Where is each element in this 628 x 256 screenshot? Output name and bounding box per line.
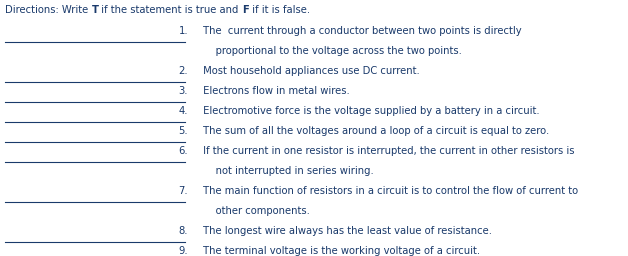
Text: not interrupted in series wiring.: not interrupted in series wiring. (200, 166, 374, 176)
Text: 2.: 2. (178, 66, 188, 76)
Text: If the current in one resistor is interrupted, the current in other resistors is: If the current in one resistor is interr… (200, 146, 575, 156)
Text: Directions: Write: Directions: Write (5, 5, 92, 15)
Text: 5.: 5. (178, 126, 188, 136)
Text: 6.: 6. (178, 146, 188, 156)
Text: The sum of all the voltages around a loop of a circuit is equal to zero.: The sum of all the voltages around a loo… (200, 126, 550, 136)
Text: Electrons flow in metal wires.: Electrons flow in metal wires. (200, 86, 350, 96)
Text: if the statement is true and: if the statement is true and (99, 5, 242, 15)
Text: 4.: 4. (178, 106, 188, 116)
Text: The longest wire always has the least value of resistance.: The longest wire always has the least va… (200, 226, 492, 236)
Text: F: F (242, 5, 249, 15)
Text: Most household appliances use DC current.: Most household appliances use DC current… (200, 66, 420, 76)
Text: other components.: other components. (200, 206, 310, 216)
Text: The main function of resistors in a circuit is to control the flow of current to: The main function of resistors in a circ… (200, 186, 578, 196)
Text: T: T (92, 5, 99, 15)
Text: 7.: 7. (178, 186, 188, 196)
Text: Electromotive force is the voltage supplied by a battery in a circuit.: Electromotive force is the voltage suppl… (200, 106, 539, 116)
Text: if it is false.: if it is false. (249, 5, 310, 15)
Text: 3.: 3. (178, 86, 188, 96)
Text: 9.: 9. (178, 246, 188, 256)
Text: 8.: 8. (178, 226, 188, 236)
Text: The terminal voltage is the working voltage of a circuit.: The terminal voltage is the working volt… (200, 246, 480, 256)
Text: The  current through a conductor between two points is directly: The current through a conductor between … (200, 26, 522, 36)
Text: proportional to the voltage across the two points.: proportional to the voltage across the t… (200, 46, 462, 56)
Text: 1.: 1. (178, 26, 188, 36)
